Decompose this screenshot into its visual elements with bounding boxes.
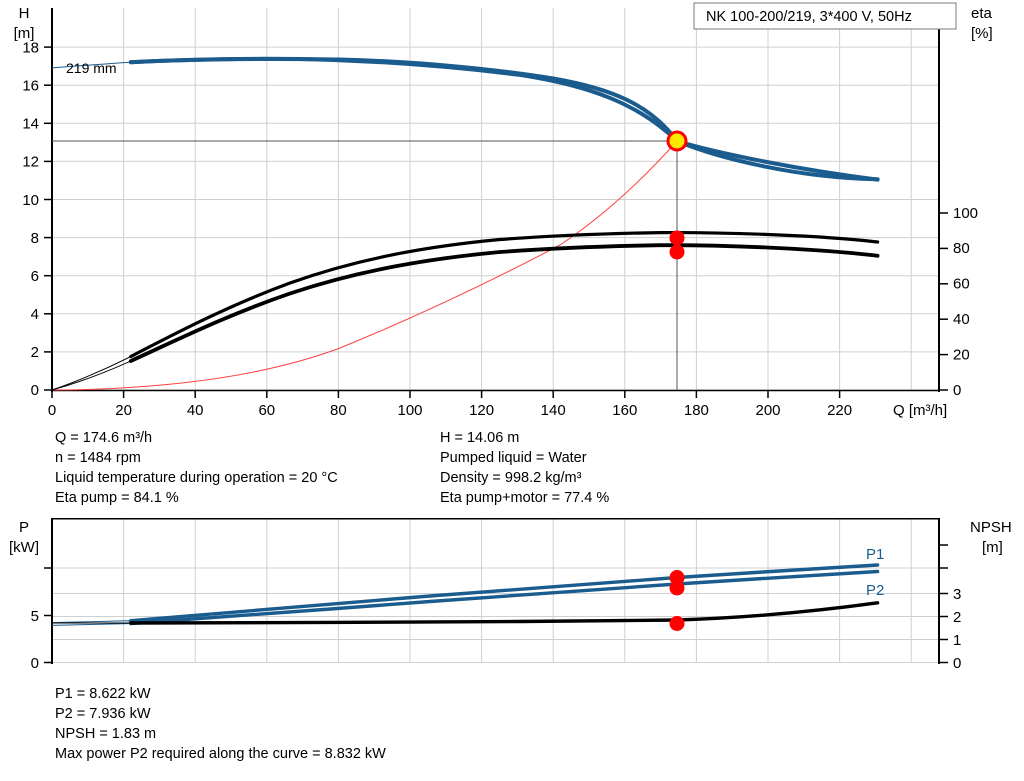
info-q: Q = 174.6 m³/h (55, 430, 153, 446)
impeller-diameter-label: 219 mm (66, 60, 117, 76)
svg-text:2: 2 (31, 344, 39, 361)
svg-text:20: 20 (953, 347, 970, 364)
svg-text:1: 1 (953, 632, 961, 649)
eta-pump-motor-duty-marker (669, 244, 685, 260)
head-efficiency-chart: 0 2 4 6 8 10 12 14 16 18 H [m] 0 20 40 6 (14, 2, 993, 419)
bottom-y-right-axis-unit: [m] (982, 539, 1003, 556)
svg-text:60: 60 (258, 402, 275, 419)
top-y-right-axis-name: eta (971, 5, 993, 22)
bottom-y-right-ticks (939, 544, 948, 664)
info-liquid-temperature: Liquid temperature during operation = 20… (55, 470, 338, 486)
svg-text:0: 0 (31, 655, 39, 672)
svg-text:0: 0 (48, 402, 56, 419)
svg-text:8: 8 (31, 230, 39, 247)
svg-text:10: 10 (22, 192, 39, 209)
npsh-curve (129, 601, 880, 625)
info-pumped-liquid: Pumped liquid = Water (440, 450, 587, 466)
svg-text:0: 0 (953, 382, 961, 399)
bottom-y-left-tick-labels: 0 5 (31, 608, 39, 672)
svg-text:100: 100 (397, 402, 422, 419)
svg-text:40: 40 (187, 402, 204, 419)
svg-text:100: 100 (953, 205, 978, 222)
bottom-y-right-tick-labels: 0 1 2 3 (953, 586, 961, 672)
power-info: P1 = 8.622 kW P2 = 7.936 kW NPSH = 1.83 … (55, 684, 386, 764)
p2-curve (129, 569, 880, 626)
bottom-grid-horizontal (52, 567, 939, 663)
svg-text:180: 180 (684, 402, 709, 419)
head-curve-smooth (128, 56, 880, 182)
top-x-ticks (51, 390, 841, 398)
info-eta-pump-motor: Eta pump+motor = 77.4 % (440, 490, 610, 506)
info-density: Density = 998.2 kg/m³ (440, 470, 582, 486)
info-npsh: NPSH = 1.83 m (55, 726, 157, 742)
top-y-left-tick-labels: 0 2 4 6 8 10 12 14 16 18 (22, 40, 39, 400)
top-x-axis-name: Q [m³/h] (893, 402, 947, 419)
svg-text:200: 200 (755, 402, 780, 419)
p2-curve-thin (51, 623, 131, 626)
p2-duty-marker (669, 580, 685, 596)
info-max-power: Max power P2 required along the curve = … (55, 746, 386, 762)
svg-text:20: 20 (115, 402, 132, 419)
eta-pump-duty-marker (669, 230, 685, 246)
svg-text:14: 14 (22, 116, 39, 133)
svg-text:3: 3 (953, 586, 961, 603)
bottom-y-right-axis-name: NPSH (970, 519, 1012, 536)
p1-curve (129, 563, 880, 623)
system-curve (51, 140, 678, 391)
info-p1: P1 = 8.622 kW (55, 686, 151, 702)
top-y-left-ticks (44, 46, 52, 391)
svg-text:220: 220 (827, 402, 852, 419)
svg-text:120: 120 (469, 402, 494, 419)
p1-curve-label: P1 (866, 546, 884, 563)
svg-text:140: 140 (541, 402, 566, 419)
power-npsh-chart: 0 5 P [kW] 0 1 2 3 NPSH [m] (9, 518, 1012, 672)
p2-curve-label: P2 (866, 582, 884, 599)
eta-pump-curve (129, 230, 880, 359)
top-x-tick-labels: 0 20 40 60 80 100 120 140 160 180 200 22… (48, 402, 852, 419)
head-curve-thin (51, 61, 131, 69)
svg-text:4: 4 (31, 306, 39, 323)
svg-text:0: 0 (31, 382, 39, 399)
p1-duty-marker (669, 570, 685, 585)
title-box-label: NK 100-200/219, 3*400 V, 50Hz (706, 9, 912, 25)
svg-text:18: 18 (22, 40, 39, 57)
bottom-y-left-axis-unit: [kW] (9, 539, 39, 556)
svg-text:0: 0 (953, 655, 961, 672)
bottom-y-left-ticks (44, 567, 52, 664)
top-y-left-axis-unit: [m] (14, 25, 35, 42)
svg-text:6: 6 (31, 268, 39, 285)
eta-pump-motor-curve (128, 243, 880, 363)
svg-text:5: 5 (31, 608, 39, 625)
top-y-right-axis-unit: [%] (971, 25, 993, 42)
duty-point-marker[interactable] (666, 130, 688, 152)
svg-text:40: 40 (953, 311, 970, 328)
svg-text:12: 12 (22, 154, 39, 171)
info-eta-pump: Eta pump = 84.1 % (55, 490, 179, 506)
svg-text:60: 60 (953, 276, 970, 293)
svg-text:16: 16 (22, 78, 39, 95)
title-box (693, 2, 957, 30)
svg-text:160: 160 (612, 402, 637, 419)
svg-text:80: 80 (953, 240, 970, 257)
top-y-left-axis-name: H (19, 5, 30, 22)
info-h: H = 14.06 m (440, 430, 520, 446)
top-y-right-tick-labels: 0 20 40 60 80 100 (953, 205, 978, 399)
npsh-duty-marker (669, 616, 685, 631)
duty-info-right: H = 14.06 m Pumped liquid = Water Densit… (440, 428, 609, 508)
info-n: n = 1484 rpm (55, 450, 141, 466)
eta-pump-motor-curve-thin (51, 360, 132, 391)
svg-text:80: 80 (330, 402, 347, 419)
bottom-y-left-axis-name: P (19, 519, 29, 536)
duty-info-left: Q = 174.6 m³/h n = 1484 rpm Liquid tempe… (55, 428, 338, 508)
info-p2: P2 = 7.936 kW (55, 706, 151, 722)
p1-curve-thin (51, 620, 131, 624)
svg-text:2: 2 (953, 609, 961, 626)
top-y-right-ticks (939, 212, 948, 391)
